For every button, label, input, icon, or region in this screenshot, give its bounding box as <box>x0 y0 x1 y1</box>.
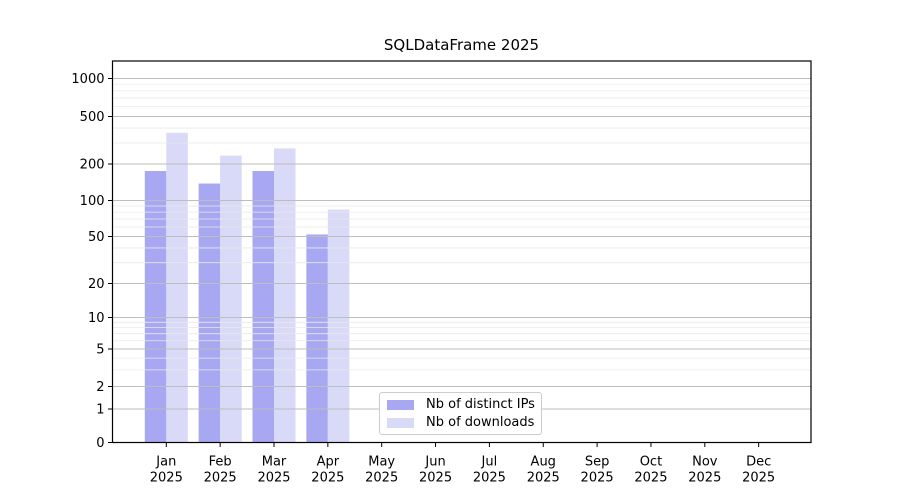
x-tick-label-year-dec: 2025 <box>742 471 775 486</box>
y-tick-label-50: 50 <box>88 230 105 245</box>
legend-item-downloads: Nb of downloads <box>386 415 535 430</box>
x-tick-label-month-dec: Dec <box>746 455 771 470</box>
bar-jan-downloads <box>166 132 188 443</box>
bar-feb-downloads <box>220 155 242 443</box>
x-tick-label-year-mar: 2025 <box>257 471 290 486</box>
x-tick-label-month-feb: Feb <box>209 455 232 470</box>
bar-mar-downloads <box>274 148 296 443</box>
x-tick-label-year-feb: 2025 <box>204 471 237 486</box>
x-tick-label-year-may: 2025 <box>365 471 398 486</box>
bar-feb-distinct-ips <box>198 183 221 443</box>
y-tick-label-200: 200 <box>80 158 105 173</box>
x-tick-label-year-oct: 2025 <box>634 471 667 486</box>
y-tick-label-5: 5 <box>96 343 104 358</box>
bar-apr-downloads <box>327 209 350 443</box>
y-tick-label-10: 10 <box>88 311 105 326</box>
x-tick-label-month-jun: Jun <box>424 455 445 470</box>
chart-title: SQLDataFrame 2025 <box>383 36 540 54</box>
legend-label-downloads: Nb of downloads <box>426 415 535 430</box>
x-tick-label-year-nov: 2025 <box>688 471 721 486</box>
legend-label-distinct-ips: Nb of distinct IPs <box>426 397 535 412</box>
y-tick-label-2: 2 <box>96 380 104 395</box>
legend-swatch-distinct-ips <box>387 399 414 410</box>
x-tick-label-month-nov: Nov <box>692 455 718 470</box>
x-tick-label-year-jul: 2025 <box>473 471 506 486</box>
x-tick-label-month-sep: Sep <box>585 455 610 470</box>
bar-apr-distinct-ips <box>306 234 328 443</box>
y-tick-label-1: 1 <box>96 403 104 418</box>
x-tick-label-month-jul: Jul <box>481 455 498 470</box>
x-tick-label-year-aug: 2025 <box>527 471 560 486</box>
plot-border <box>111 60 812 444</box>
x-tick-label-year-sep: 2025 <box>581 471 614 486</box>
bar-mar-distinct-ips <box>252 171 274 443</box>
x-tick-label-month-mar: Mar <box>262 455 287 470</box>
y-tick-label-1000: 1000 <box>71 72 104 87</box>
x-tick-label-month-oct: Oct <box>640 455 662 470</box>
y-tick-label-100: 100 <box>80 194 105 209</box>
y-tick-label-500: 500 <box>80 110 105 125</box>
x-tick-label-month-jan: Jan <box>155 455 176 470</box>
x-tick-label-month-apr: Apr <box>317 455 340 470</box>
legend-swatch-downloads <box>387 417 414 428</box>
x-tick-label-year-jun: 2025 <box>419 471 452 486</box>
x-tick-label-month-aug: Aug <box>531 455 556 470</box>
y-tick-label-20: 20 <box>88 277 105 292</box>
legend: Nb of distinct IPs Nb of downloads <box>379 392 542 435</box>
x-tick-label-year-apr: 2025 <box>311 471 344 486</box>
legend-item-distinct-ips: Nb of distinct IPs <box>386 397 535 412</box>
bar-jan-distinct-ips <box>144 171 167 443</box>
x-tick-label-year-jan: 2025 <box>150 471 183 486</box>
y-tick-label-0: 0 <box>96 436 104 451</box>
x-tick-label-month-may: May <box>368 455 395 470</box>
